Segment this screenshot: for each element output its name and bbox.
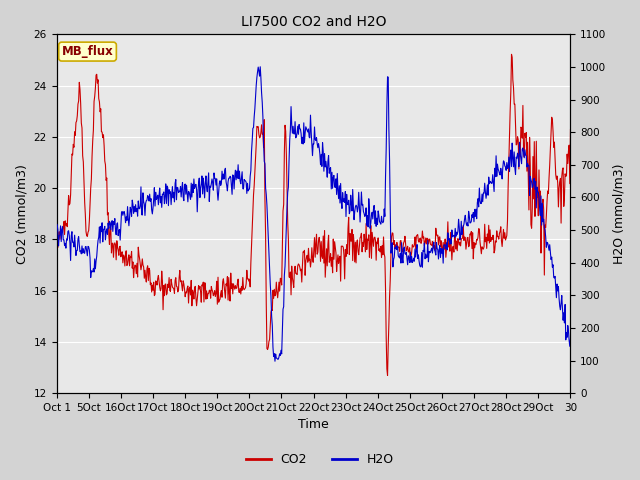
Y-axis label: H2O (mmol/m3): H2O (mmol/m3) — [612, 164, 625, 264]
Legend: CO2, H2O: CO2, H2O — [241, 448, 399, 471]
Text: MB_flux: MB_flux — [61, 45, 113, 58]
Y-axis label: CO2 (mmol/m3): CO2 (mmol/m3) — [15, 164, 28, 264]
X-axis label: Time: Time — [298, 419, 329, 432]
Title: LI7500 CO2 and H2O: LI7500 CO2 and H2O — [241, 15, 387, 29]
